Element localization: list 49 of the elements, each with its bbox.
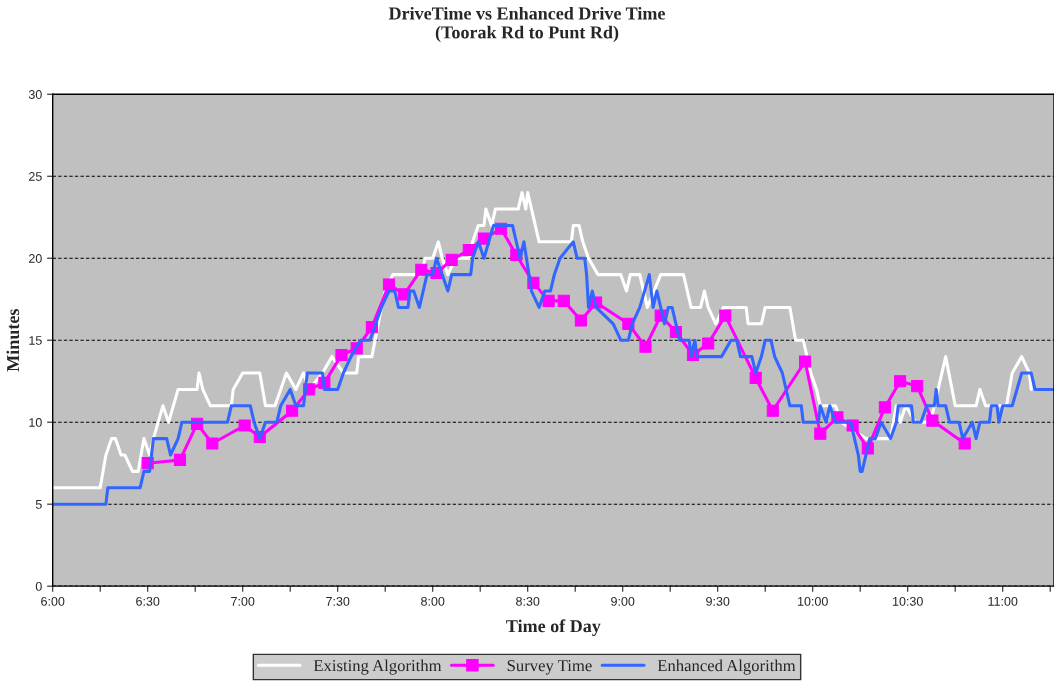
x-tick-label: 9:00: [611, 596, 635, 606]
x-tick-label: 8:00: [421, 596, 445, 606]
point: [382, 278, 396, 291]
x-tick-label: 8:30: [516, 596, 540, 606]
point: [911, 380, 924, 393]
x-tick-label: 9:30: [706, 596, 730, 606]
x-tick-label: 10:00: [798, 596, 828, 606]
point: [542, 294, 555, 307]
point: [799, 355, 812, 368]
point: [415, 263, 428, 276]
point: [749, 371, 762, 384]
y-tick-label: 30: [28, 90, 42, 99]
point: [335, 348, 348, 362]
point: [878, 401, 891, 414]
point: [238, 419, 251, 432]
y-tick-label: 20: [29, 254, 42, 263]
chart-title: DriveTime vs Enhanced Drive Time (Toorak Rd to Punt Rd): [388, 6, 665, 43]
legend-label: Enhanced Algorithm: [657, 659, 796, 675]
point: [557, 294, 570, 307]
x-tick-label: 7:30: [326, 596, 350, 606]
y-tick-label: 5: [35, 500, 42, 509]
point: [814, 427, 827, 440]
line-series: [52, 191, 1033, 490]
x-axis-title: Time of Day: [506, 619, 601, 636]
point: [206, 437, 219, 450]
x-tick-label: 11:00: [988, 596, 1018, 606]
line-series: [52, 223, 1054, 506]
point: [702, 337, 715, 350]
y-axis-title: Minutes: [6, 309, 20, 372]
x-tick-label: 7:00: [231, 596, 255, 606]
point: [719, 309, 732, 322]
point: [926, 414, 939, 427]
x-tick-label: 6:00: [41, 596, 65, 606]
y-tick-label: 10: [29, 418, 42, 427]
point: [639, 340, 652, 353]
legend-label: Survey Time: [507, 660, 592, 675]
point: [173, 453, 187, 466]
point: [574, 314, 587, 327]
y-tick-label: 15: [29, 336, 42, 345]
x-tick-label: 10:30: [893, 596, 923, 606]
legend-label: Existing Algorithm: [313, 659, 442, 675]
y-tick-label: 25: [29, 172, 42, 181]
point: [894, 375, 907, 388]
point: [286, 404, 299, 417]
point: [766, 404, 779, 417]
x-tick-label: 6:30: [136, 596, 160, 606]
point: [445, 253, 458, 266]
y-tick-label: 0: [35, 581, 42, 591]
point: [958, 437, 971, 450]
